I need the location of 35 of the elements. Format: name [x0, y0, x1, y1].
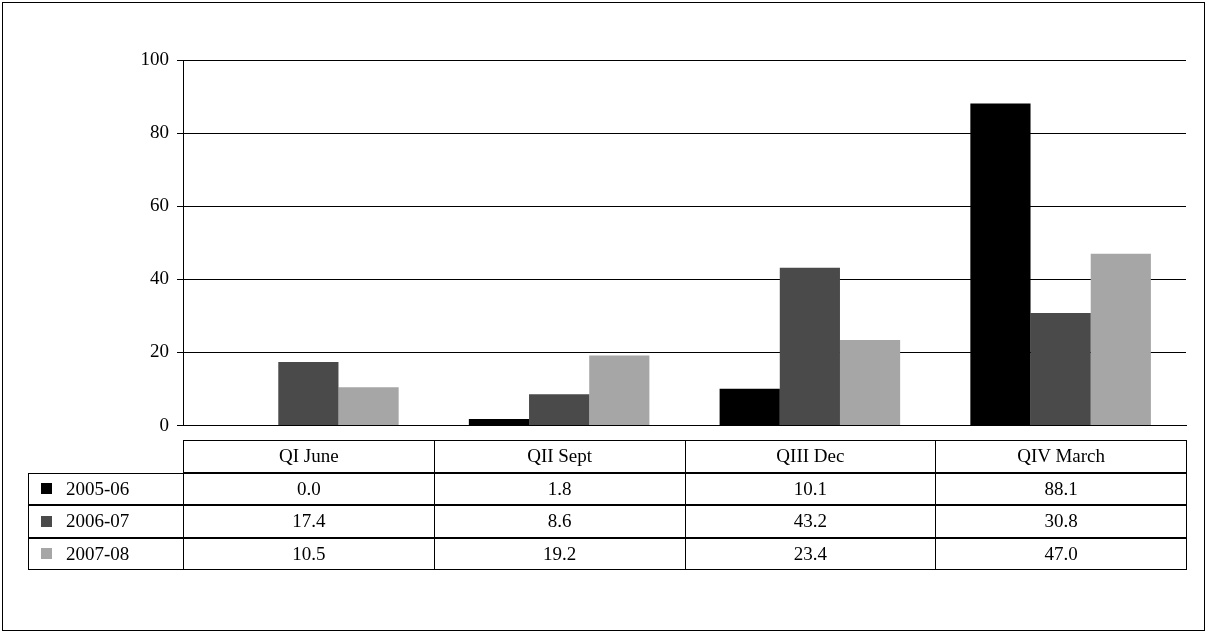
x-tick-label: QI June	[183, 440, 435, 473]
data-label: 17.4	[183, 505, 435, 538]
x-tick-label: QIII Dec	[684, 440, 937, 473]
y-tick-label: 100	[140, 47, 169, 69]
x-tick-label: QII Sept	[433, 440, 686, 473]
y-tick-label: 80	[150, 121, 169, 143]
data-label: 0.0	[183, 472, 435, 505]
y-tick-label: 60	[150, 194, 169, 216]
bar	[719, 388, 780, 426]
data-label: 19.2	[433, 537, 686, 570]
x-tick-label: QIV March	[935, 440, 1187, 473]
data-label: 88.1	[935, 472, 1187, 505]
legend-label: 2005-06	[66, 477, 130, 500]
bar	[1090, 253, 1151, 426]
y-tick-label: 20	[150, 340, 169, 362]
bar	[338, 387, 399, 426]
y-tick-label: 0	[159, 413, 169, 435]
data-label: 23.4	[684, 537, 937, 570]
legend-label: 2006-07	[66, 510, 130, 533]
bar	[1030, 313, 1091, 426]
data-label: 47.0	[935, 537, 1187, 570]
y-tick-label: 40	[150, 267, 169, 289]
legend-label: 2007-08	[66, 542, 130, 565]
data-label: 8.6	[433, 505, 686, 538]
data-label: 43.2	[684, 505, 937, 538]
bar	[529, 394, 590, 426]
data-label: 30.8	[935, 505, 1187, 538]
bar	[589, 355, 650, 426]
bar	[278, 361, 339, 426]
data-label: 1.8	[433, 472, 686, 505]
bar	[468, 419, 530, 426]
bar	[779, 267, 840, 426]
bar	[839, 340, 901, 426]
data-label: 10.5	[183, 537, 435, 570]
data-label: 10.1	[684, 472, 937, 505]
